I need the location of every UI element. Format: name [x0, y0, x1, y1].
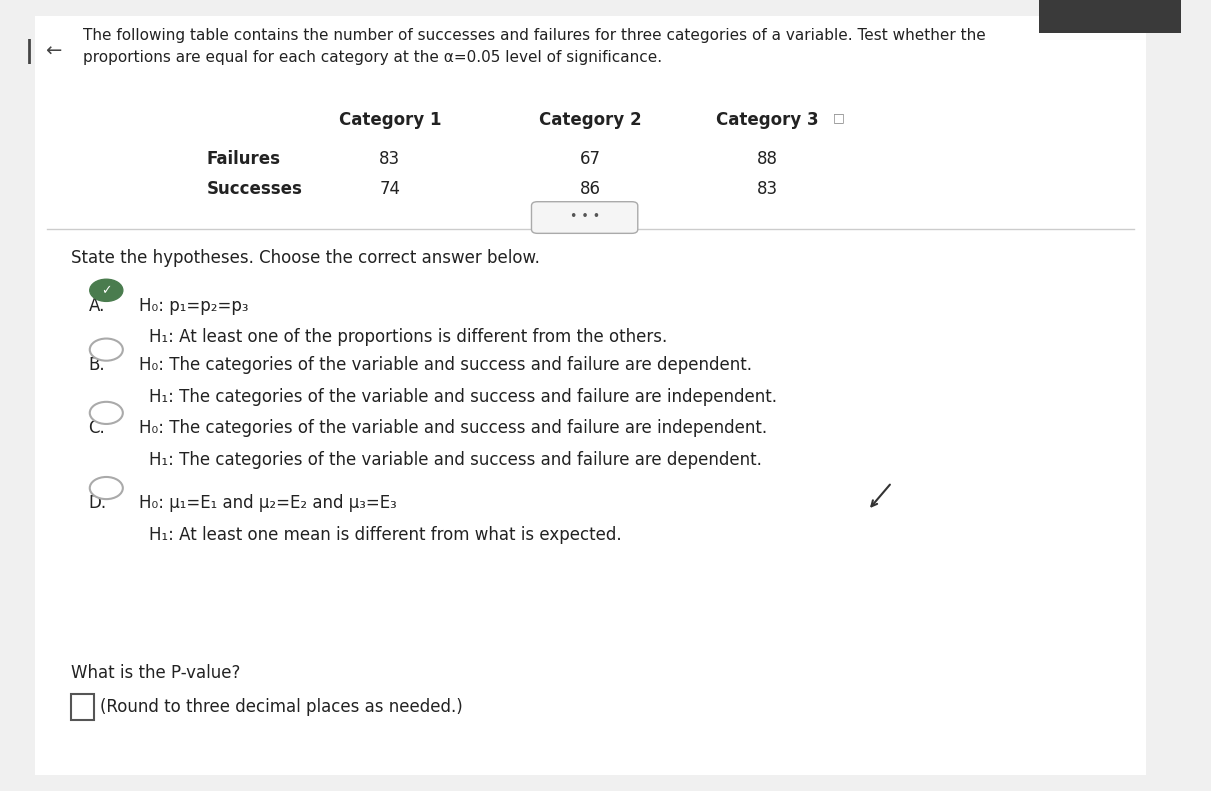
Text: H₁: The categories of the variable and success and failure are independent.: H₁: The categories of the variable and s… — [149, 388, 776, 406]
Text: ←: ← — [45, 42, 62, 61]
Text: 88: 88 — [757, 150, 779, 168]
Text: Successes: Successes — [207, 180, 303, 198]
Text: 67: 67 — [580, 150, 601, 168]
Circle shape — [90, 477, 122, 499]
FancyBboxPatch shape — [71, 694, 94, 720]
Text: (Round to three decimal places as needed.): (Round to three decimal places as needed… — [101, 698, 463, 716]
Text: Category 1: Category 1 — [339, 111, 441, 129]
Text: 86: 86 — [580, 180, 601, 198]
Text: H₁: At least one mean is different from what is expected.: H₁: At least one mean is different from … — [149, 526, 621, 544]
Text: H₀: The categories of the variable and success and failure are independent.: H₀: The categories of the variable and s… — [139, 419, 768, 437]
Text: What is the P-value?: What is the P-value? — [71, 664, 240, 683]
FancyBboxPatch shape — [35, 16, 1146, 775]
Circle shape — [90, 279, 122, 301]
Text: 83: 83 — [379, 150, 401, 168]
Text: C.: C. — [88, 419, 105, 437]
Text: H₁: At least one of the proportions is different from the others.: H₁: At least one of the proportions is d… — [149, 328, 667, 346]
Text: B.: B. — [88, 356, 105, 374]
Text: H₀: μ₁​=​E₁ and μ₂​=​E₂ and μ₃​=​E₃: H₀: μ₁​=​E₁ and μ₂​=​E₂ and μ₃​=​E₃ — [139, 494, 397, 513]
FancyBboxPatch shape — [1039, 0, 1181, 33]
Text: H₁: The categories of the variable and success and failure are dependent.: H₁: The categories of the variable and s… — [149, 451, 762, 469]
Text: A.: A. — [88, 297, 105, 315]
FancyBboxPatch shape — [532, 202, 638, 233]
Text: D.: D. — [88, 494, 107, 513]
Text: 83: 83 — [757, 180, 779, 198]
Text: □: □ — [833, 111, 844, 123]
Text: • • •: • • • — [569, 210, 599, 223]
Text: Failures: Failures — [207, 150, 281, 168]
Text: Category 3: Category 3 — [717, 111, 819, 129]
Text: The following table contains the number of successes and failures for three cate: The following table contains the number … — [82, 28, 986, 65]
Text: H₀: The categories of the variable and success and failure are dependent.: H₀: The categories of the variable and s… — [139, 356, 752, 374]
Text: 74: 74 — [379, 180, 401, 198]
Circle shape — [90, 402, 122, 424]
Text: State the hypotheses. Choose the correct answer below.: State the hypotheses. Choose the correct… — [71, 249, 540, 267]
Text: |: | — [25, 39, 34, 64]
Text: Category 2: Category 2 — [539, 111, 642, 129]
Circle shape — [90, 339, 122, 361]
Text: H₀: p₁​=​p₂​=​p₃: H₀: p₁​=​p₂​=​p₃ — [139, 297, 249, 315]
Text: ✓: ✓ — [101, 284, 111, 297]
